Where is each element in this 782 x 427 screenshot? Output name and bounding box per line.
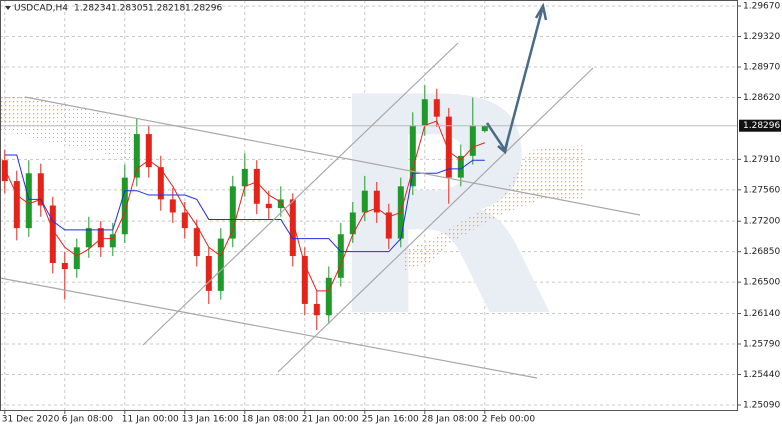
- candle-body: [481, 125, 488, 132]
- x-tick-label: 13 Jan 16:00: [182, 415, 239, 425]
- cloud-area: [0, 95, 70, 130]
- y-tick-label: 1.27560: [743, 185, 780, 195]
- header: USDCAD,H4 1.28234 1.28305 1.28218 1.2829…: [5, 4, 222, 14]
- grid-layer: [0, 0, 738, 411]
- y-tick-label: 1.26140: [743, 309, 780, 319]
- price-tag-label: 1.28296: [743, 121, 780, 131]
- candle-body: [265, 203, 272, 209]
- candle-body: [229, 186, 236, 239]
- y-tick-label: 1.27910: [743, 155, 780, 165]
- x-tick-label: 31 Dec 2020: [2, 415, 60, 425]
- candle-body: [181, 212, 188, 229]
- ohlc-low: 1.28218: [148, 4, 185, 14]
- candle-body: [1, 160, 8, 182]
- y-tick-label: 1.25440: [743, 370, 780, 380]
- candle-body: [73, 247, 80, 270]
- y-tick-label: 1.27200: [743, 217, 780, 227]
- candle-body: [373, 190, 380, 213]
- candle-body: [421, 99, 428, 126]
- candle-body: [49, 205, 56, 263]
- y-tick-label: 1.25090: [743, 400, 780, 410]
- ohlc-open: 1.28234: [74, 4, 111, 14]
- candle-body: [337, 234, 344, 278]
- candle-body: [361, 190, 368, 213]
- ohlc-close: 1.28296: [185, 4, 222, 14]
- arrow-head: [497, 2, 548, 155]
- y-tick-label: 1.26500: [743, 278, 780, 288]
- candle-body: [37, 173, 44, 206]
- candle-body: [313, 303, 320, 316]
- candle-body: [13, 181, 20, 229]
- candle-body: [85, 228, 92, 248]
- x-tick-label: 11 Jan 00:00: [122, 415, 179, 425]
- candle-body: [145, 134, 152, 168]
- y-tick-label: 1.26850: [743, 247, 780, 257]
- candle-body: [349, 212, 356, 235]
- x-tick-label: 18 Jan 08:00: [242, 415, 299, 425]
- header-icon: [5, 6, 11, 10]
- candle-body: [253, 168, 260, 204]
- candle-body: [121, 177, 128, 235]
- candle-body: [217, 238, 224, 291]
- candle-body: [133, 134, 140, 178]
- x-tick-label: 21 Jan 00:00: [302, 415, 359, 425]
- candle-body: [445, 116, 452, 178]
- x-tick-label: 28 Jan 08:00: [422, 415, 479, 425]
- candle-body: [277, 199, 284, 209]
- symbol: USDCAD,H4: [14, 4, 68, 14]
- candle-body: [325, 277, 332, 316]
- candle-body: [385, 212, 392, 239]
- candle-body: [97, 228, 104, 248]
- trend-line: [0, 277, 538, 379]
- candle-body: [457, 155, 464, 178]
- y-tick-label: 1.25790: [743, 340, 780, 350]
- x-tick-label: 25 Jan 16:00: [362, 415, 419, 425]
- y-tick-label: 1.29320: [743, 32, 780, 42]
- cloud-area: [405, 145, 585, 270]
- candle-body: [193, 228, 200, 257]
- indicator-line: [4, 120, 485, 292]
- candle-body: [205, 256, 212, 291]
- candle-body: [301, 256, 308, 304]
- candle-body: [409, 125, 416, 187]
- trend-line: [277, 67, 594, 373]
- candle-body: [61, 262, 68, 270]
- candle-body: [109, 234, 116, 248]
- y-tick-label: 1.28620: [743, 93, 780, 103]
- x-tick-label: 6 Jan 08:00: [62, 415, 114, 425]
- ohlc-high: 1.28305: [111, 4, 148, 14]
- plot-frame: [0, 0, 738, 411]
- y-tick-label: 1.29670: [743, 2, 780, 12]
- y-tick-label: 1.28970: [743, 62, 780, 72]
- x-tick-label: 2 Feb 00:00: [482, 415, 536, 425]
- candle-body: [25, 173, 32, 229]
- price-tag: [739, 119, 781, 132]
- candle-body: [433, 99, 440, 117]
- candle-body: [241, 168, 248, 187]
- trend-line: [142, 42, 459, 346]
- indicator-line: [4, 154, 485, 253]
- trend-line: [24, 96, 641, 216]
- candle-body: [289, 199, 296, 257]
- mark-layer: [0, 85, 738, 331]
- candle-body: [157, 167, 164, 200]
- candle-body: [469, 125, 476, 156]
- drawings: [0, 42, 641, 379]
- candle-body: [169, 199, 176, 213]
